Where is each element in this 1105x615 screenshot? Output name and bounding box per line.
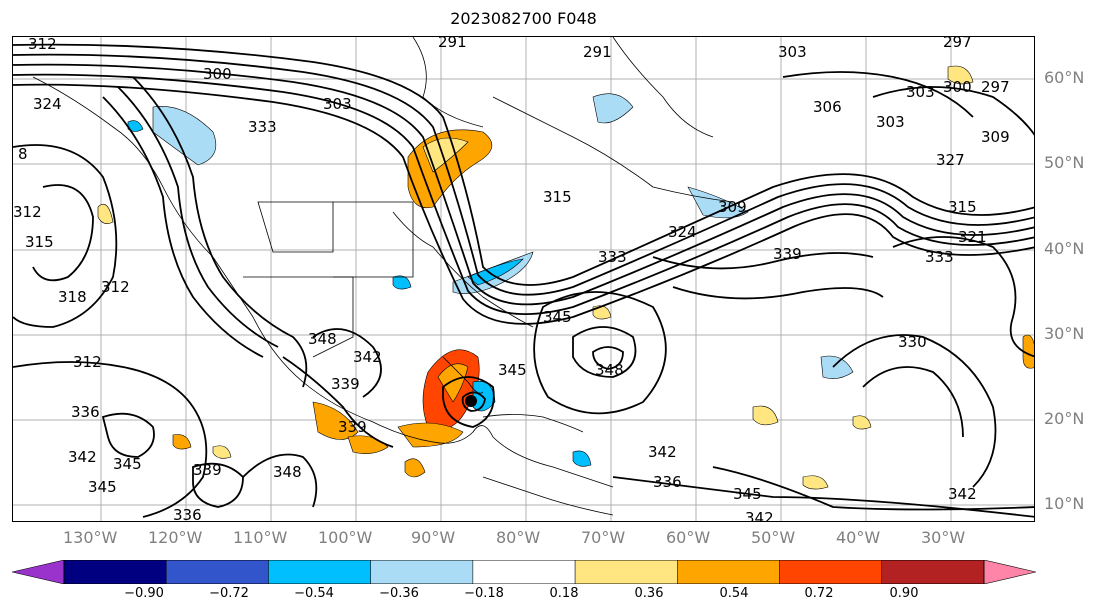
lat-label: 30°N	[1044, 324, 1085, 343]
colorbar-segment	[370, 560, 474, 584]
contour-label: 321	[958, 228, 987, 246]
contour-label: 339	[338, 418, 367, 436]
storm-center-marker	[465, 395, 477, 407]
lat-label: 20°N	[1044, 409, 1085, 428]
contour-label: 297	[943, 37, 972, 51]
colorbar-tick: 0.36	[634, 586, 664, 601]
lon-label: 30°W	[921, 528, 966, 547]
contour-label: 342	[648, 443, 677, 461]
contour-label: 345	[498, 361, 527, 379]
contour-label: 345	[113, 455, 142, 473]
contour-labels: 291 291 303 297 303 300 297 306 303 309 …	[13, 37, 1010, 522]
contour-label: 303	[876, 113, 905, 131]
contour-label: 333	[925, 248, 954, 266]
colorbar-tick: −0.72	[209, 586, 249, 601]
lon-label: 90°W	[411, 528, 456, 547]
contour-label: 336	[653, 473, 682, 491]
coastlines	[32, 37, 734, 516]
lat-label: 60°N	[1044, 68, 1085, 87]
contour-label: 333	[598, 248, 627, 266]
contour-label: 315	[25, 233, 54, 251]
lon-label: 80°W	[496, 528, 541, 547]
colorbar-outline	[63, 560, 985, 584]
lon-label: 110°W	[233, 528, 288, 547]
contour-label: 303	[906, 83, 935, 101]
lon-label: 70°W	[581, 528, 626, 547]
weather-map: 291 291 303 297 303 300 297 306 303 309 …	[13, 37, 1034, 522]
lon-label: 100°W	[318, 528, 373, 547]
contour-label: 309	[981, 128, 1010, 146]
colorbar-tick: 0.18	[549, 586, 579, 601]
colorbar-segment	[574, 560, 678, 584]
contour-label: 291	[438, 37, 467, 51]
contour-label: 291	[583, 43, 612, 61]
contour-label: 348	[308, 330, 337, 348]
contour-label: 345	[543, 308, 572, 326]
contour-label: 345	[733, 485, 762, 503]
colorbar-segments	[63, 560, 985, 584]
lon-label: 50°W	[751, 528, 796, 547]
contour-label: 330	[898, 333, 927, 351]
contour-label: 300	[203, 65, 232, 83]
colorbar-segment	[12, 560, 65, 584]
colorbar-tick: 0.72	[804, 586, 834, 601]
lat-label: 10°N	[1044, 494, 1085, 513]
colorbar-segment	[472, 560, 576, 584]
contour-label: 336	[173, 506, 202, 522]
contour-label: 342	[353, 348, 382, 366]
contour-label: 336	[71, 403, 100, 421]
contour-label: 339	[331, 375, 360, 393]
colorbar-tick: −0.54	[294, 586, 334, 601]
contour-label: 306	[813, 98, 842, 116]
colorbar-segment	[63, 560, 167, 584]
colorbar-segment	[677, 560, 780, 584]
contour-label: 327	[936, 151, 965, 169]
contour-label: 309	[718, 198, 747, 216]
contour-label: 318	[58, 288, 87, 306]
contour-label: 333	[248, 118, 277, 136]
contour-label: 315	[948, 198, 977, 216]
lon-label: 40°W	[836, 528, 881, 547]
map-panel: 291 291 303 297 303 300 297 306 303 309 …	[12, 36, 1035, 522]
colorbar-tick: −0.36	[379, 586, 419, 601]
contour-label: 342	[745, 509, 774, 522]
lon-label: 130°W	[63, 528, 118, 547]
contour-label: 324	[33, 95, 62, 113]
colorbar-segment	[268, 560, 371, 584]
contour-label: 312	[73, 353, 102, 371]
contour-label: 339	[193, 461, 222, 479]
contour-label: 345	[88, 478, 117, 496]
theta-contours	[13, 43, 1034, 518]
colorbar-segment	[165, 560, 269, 584]
contour-label: 300	[943, 78, 972, 96]
colorbar-tick: 0.54	[719, 586, 749, 601]
colorbar-segment	[779, 560, 883, 584]
lat-label: 40°N	[1044, 239, 1085, 258]
gridlines	[13, 37, 1034, 521]
contour-label: 303	[323, 95, 352, 113]
colorbar-tick: 0.90	[889, 586, 919, 601]
contour-label: 303	[778, 43, 807, 61]
contour-label: 312	[28, 37, 57, 53]
lon-label: 60°W	[666, 528, 711, 547]
colorbar	[12, 560, 1036, 584]
contour-label: 312	[13, 203, 42, 221]
colorbar-tick: −0.90	[124, 586, 164, 601]
lat-label: 50°N	[1044, 153, 1085, 172]
colorbar-tick: −0.18	[464, 586, 504, 601]
contour-label: 297	[981, 78, 1010, 96]
contour-label: 342	[68, 448, 97, 466]
lon-label: 120°W	[148, 528, 203, 547]
contour-label: 339	[773, 245, 802, 263]
colorbar-segment	[983, 560, 1036, 584]
contour-label: 8	[18, 145, 28, 163]
contour-label: 312	[101, 278, 130, 296]
contour-label: 348	[595, 361, 624, 379]
contour-label: 324	[668, 223, 697, 241]
contour-label: 342	[948, 485, 977, 503]
contour-label: 348	[273, 463, 302, 481]
contour-label: 315	[543, 188, 572, 206]
map-title: 2023082700 F048	[450, 9, 597, 28]
colorbar-segment	[881, 560, 985, 584]
